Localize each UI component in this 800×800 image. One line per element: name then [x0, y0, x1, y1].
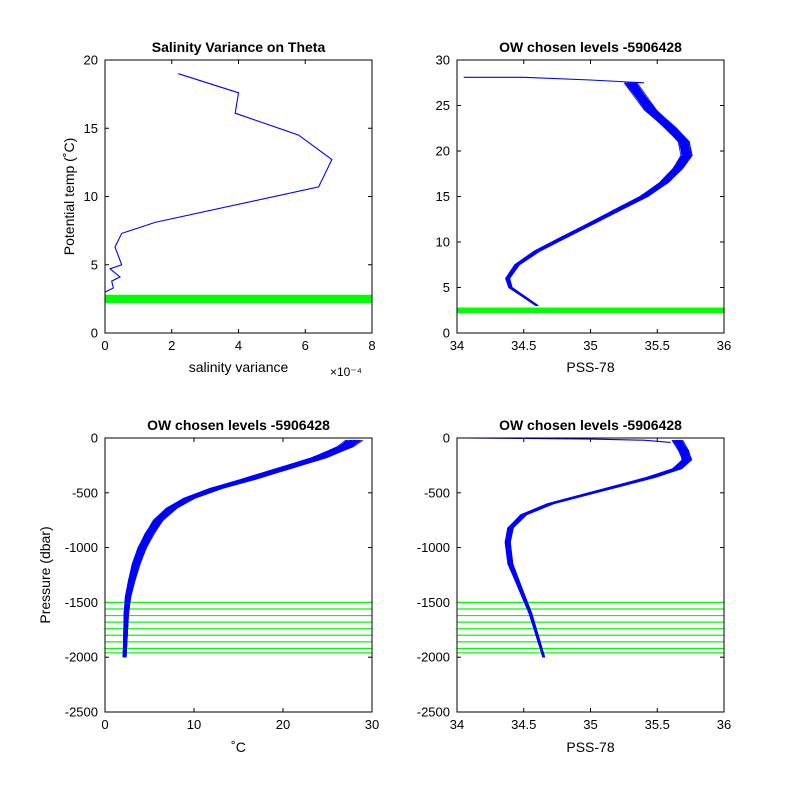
- panel-temperature-pressure: 0 10 20 30 -2500 -2000 -1500 -1000 -500 0 OW chos…: [37, 417, 379, 755]
- ax4-frame: [456, 437, 725, 713]
- y-tick-label: 15: [84, 121, 98, 136]
- x-tick-label: 35.5: [645, 717, 670, 732]
- x-tick-label: 6: [302, 338, 309, 353]
- ax4-title: OW chosen levels -5906428: [499, 417, 682, 433]
- ax1-x-exponent: ×10⁻⁴: [330, 365, 362, 379]
- x-tick-label: 8: [368, 338, 375, 353]
- x-tick-label: 0: [101, 717, 108, 732]
- surface-profile-line: [463, 76, 644, 84]
- ax1-xlabel: salinity variance: [189, 359, 289, 375]
- profile-line: [125, 439, 360, 658]
- x-tick-label: 34: [450, 717, 464, 732]
- x-tick-label: 35: [583, 717, 597, 732]
- y-tick-label: -500: [72, 485, 98, 500]
- ax3-xlabel: ˚C: [231, 739, 246, 755]
- x-tick-label: 35: [583, 338, 597, 353]
- panel-salinity-variance: 0 2 4 6 8 0 5 10 15 20 Salinity Variance on Theta…: [61, 39, 376, 379]
- y-tick-label: 10: [84, 189, 98, 204]
- y-tick-label: -2500: [417, 705, 450, 720]
- y-tick-label: 0: [91, 431, 98, 446]
- x-tick-label: 4: [235, 338, 242, 353]
- x-tick-label: 34: [450, 338, 464, 353]
- y-tick-label: -2000: [417, 650, 450, 665]
- x-tick-label: 34.5: [511, 338, 536, 353]
- panel-salinity-theta: 34 34.5 35 35.5 36 0 5 10 15 20 25 30 OW chosen lev…: [436, 39, 732, 375]
- y-tick-label: 0: [91, 326, 98, 341]
- chosen-level-band: [457, 307, 724, 313]
- x-tick-label: 20: [276, 717, 290, 732]
- y-tick-label: 15: [436, 189, 450, 204]
- ax4-ticks: 34 34.5 35 35.5 36 -2500 -2000 -1500 -1000 -500 0: [417, 431, 731, 733]
- ax2-frame: [456, 59, 725, 334]
- ax4-marks: [457, 438, 724, 658]
- y-tick-label: -1500: [65, 595, 98, 610]
- chosen-level-band: [105, 294, 372, 303]
- profile-line: [509, 82, 693, 307]
- x-tick-label: 34.5: [511, 717, 536, 732]
- variance-series-line: [105, 73, 333, 293]
- y-tick-label: 10: [436, 235, 450, 250]
- y-tick-label: -1500: [417, 595, 450, 610]
- y-tick-label: 20: [84, 53, 98, 68]
- y-tick-label: -1000: [417, 540, 450, 555]
- ax4-xlabel: PSS-78: [566, 739, 614, 755]
- ax3-title: OW chosen levels -5906428: [147, 417, 330, 433]
- ax2-marks: [457, 76, 724, 313]
- y-tick-label: 25: [436, 98, 450, 113]
- panel-salinity-pressure: 34 34.5 35 35.5 36-2500-2000-1500-1000-5000 …: [417, 417, 731, 755]
- ax2-xlabel: PSS-78: [566, 359, 614, 375]
- ax3-marks: [105, 439, 372, 658]
- x-tick-label: 10: [187, 717, 201, 732]
- ax2-title: OW chosen levels -5906428: [499, 39, 682, 55]
- y-tick-label: 5: [91, 257, 98, 272]
- x-tick-label: 2: [168, 338, 175, 353]
- x-tick-label: 36: [717, 338, 731, 353]
- y-tick-label: 0: [443, 431, 450, 446]
- x-tick-label: 35.5: [645, 338, 670, 353]
- y-tick-label: -1000: [65, 540, 98, 555]
- ax1-ylabel: Potential temp (˚C): [61, 138, 77, 255]
- x-tick-label: 36: [717, 717, 731, 732]
- ax3-frame: [104, 437, 373, 713]
- y-tick-label: -500: [424, 485, 450, 500]
- y-tick-label: 20: [436, 144, 450, 159]
- ax1-title: Salinity Variance on Theta: [152, 39, 326, 55]
- x-tick-label: 30: [365, 717, 379, 732]
- profile-line: [509, 439, 691, 658]
- y-tick-label: 0: [443, 326, 450, 341]
- y-tick-label: 5: [443, 280, 450, 295]
- y-tick-label: 30: [436, 53, 450, 68]
- x-tick-label: 0: [101, 338, 108, 353]
- y-tick-label: -2500: [65, 705, 98, 720]
- y-tick-label: -2000: [65, 650, 98, 665]
- ax1-marks: [105, 73, 372, 303]
- ax1-frame: [104, 59, 373, 334]
- ax3-ylabel: Pressure (dbar): [37, 526, 53, 623]
